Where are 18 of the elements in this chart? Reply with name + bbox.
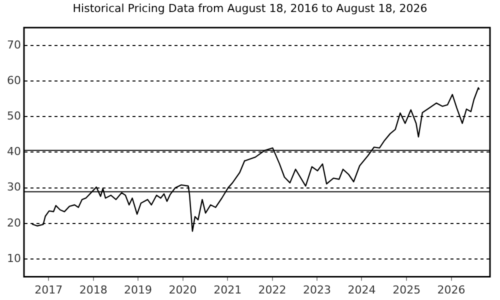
x-tick-label: 2026 <box>437 283 466 296</box>
x-tick-label: 2023 <box>303 283 332 296</box>
x-tick-label: 2021 <box>214 283 242 296</box>
x-tick-label: 2019 <box>124 283 152 296</box>
y-tick-label: 70 <box>6 38 21 52</box>
y-tick-label: 20 <box>6 216 21 230</box>
x-tick-label: 2024 <box>348 283 376 296</box>
x-tick-label: 2025 <box>392 283 421 296</box>
y-tick-label: 50 <box>6 109 21 122</box>
chart-title: Historical Pricing Data from August 18, 2016 to August 18, 2026 <box>72 1 428 17</box>
y-tick-label: 40 <box>6 145 21 158</box>
y-tick-label: 30 <box>6 180 21 194</box>
x-tick-label: 2022 <box>258 283 286 296</box>
x-tick-label: 2020 <box>168 283 197 296</box>
x-tick-label: 2017 <box>34 283 63 296</box>
y-tick-label: 10 <box>6 252 21 265</box>
y-tick-label: 60 <box>6 74 21 87</box>
x-tick-label: 2018 <box>79 283 108 296</box>
